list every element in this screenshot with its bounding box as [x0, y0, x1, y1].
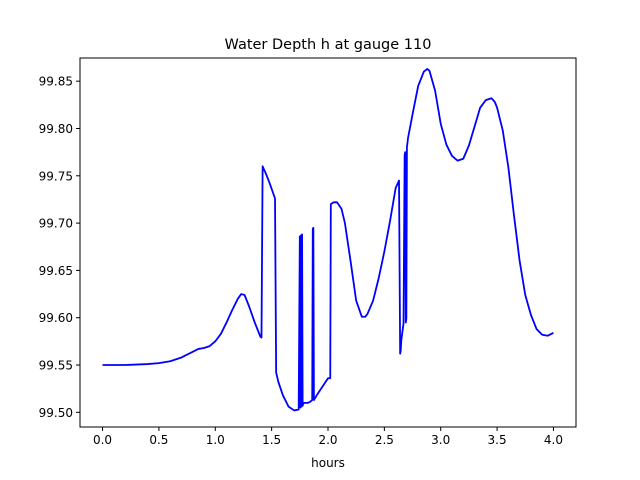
y-tick-label: 99.70 [39, 217, 73, 231]
y-tick-label: 99.50 [39, 406, 73, 420]
x-tick-label: 2.0 [318, 433, 337, 447]
axes-frame [79, 57, 577, 428]
chart-title: Water Depth h at gauge 110 [225, 37, 432, 53]
x-tick-label: 0.5 [149, 433, 168, 447]
x-tick-label: 1.0 [206, 433, 225, 447]
x-axis: 0.0 0.5 1.0 1.5 2.0 2.5 3.0 3.5 4.0 [93, 427, 563, 447]
y-tick-label: 99.85 [39, 75, 73, 89]
x-tick-label: 0.0 [93, 433, 112, 447]
axes-border [79, 57, 577, 428]
x-tick-label: 3.5 [488, 433, 507, 447]
y-tick-label: 99.65 [39, 264, 73, 278]
y-tick-label: 99.80 [39, 122, 73, 136]
x-tick-label: 1.5 [262, 433, 281, 447]
y-axis: 99.50 99.55 99.60 99.65 99.70 99.75 99.80 99.85 [39, 75, 80, 420]
x-tick-label: 3.0 [431, 433, 450, 447]
y-tick-label: 99.60 [39, 311, 73, 325]
series-layer [102, 67, 554, 412]
x-tick-label: 4.0 [544, 433, 563, 447]
y-tick-label: 99.55 [39, 359, 73, 373]
x-axis-label: hours [311, 456, 345, 470]
x-tick-label: 2.5 [375, 433, 394, 447]
y-tick-label: 99.75 [39, 169, 73, 183]
series-line [102, 67, 554, 412]
